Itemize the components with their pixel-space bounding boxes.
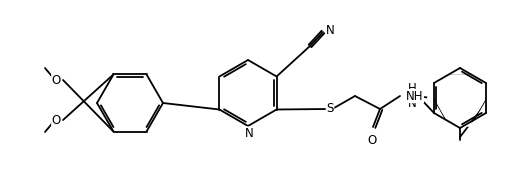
Text: NH: NH xyxy=(406,90,424,102)
Text: N: N xyxy=(245,127,253,140)
Text: O: O xyxy=(52,113,61,127)
Text: O: O xyxy=(367,134,377,147)
Text: N: N xyxy=(326,24,335,36)
Text: H
N: H N xyxy=(408,82,417,110)
Text: S: S xyxy=(326,102,334,116)
Text: O: O xyxy=(52,73,61,87)
